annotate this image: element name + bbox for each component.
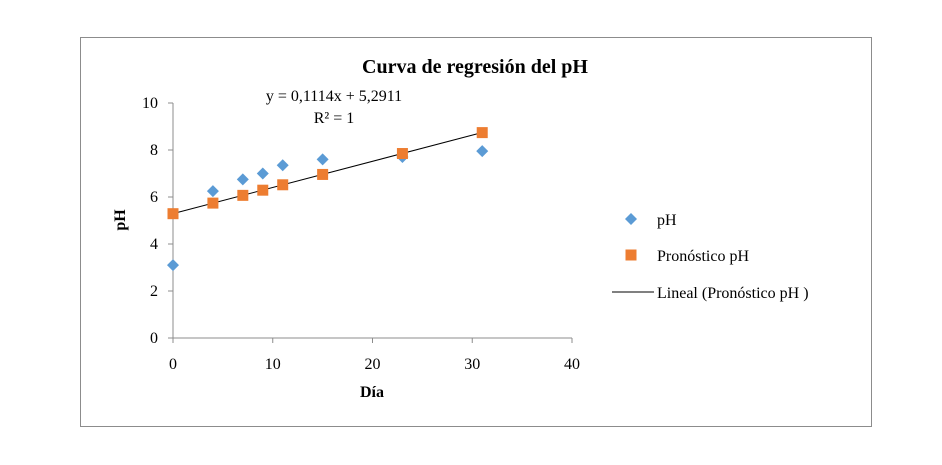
pronostico-point [277,179,289,191]
y-tick-label: 4 [150,236,158,253]
ph-point [276,159,289,172]
x-tick-label: 0 [169,356,177,373]
x-tick-label: 30 [464,356,480,373]
trendline-equation: y = 0,1114x + 5,2911 [266,88,402,105]
ph-point [167,259,179,272]
pronostico-point [257,184,269,196]
plot-area: 0 2 4 6 8 10 0 10 20 30 40 [142,95,580,373]
legend-trendline-label: Lineal (Pronóstico pH ) [657,285,809,302]
y-axis-title: pH [112,209,129,231]
y-tick-label: 8 [150,142,158,159]
y-tick-label: 6 [150,189,158,206]
y-tick-label: 10 [142,95,158,112]
chart-frame [80,37,872,427]
pronostico-point [207,197,219,209]
trendline-r2: R² = 1 [314,110,355,127]
ph-point [206,185,219,198]
ph-point [316,153,329,166]
pronostico-point [396,148,408,160]
y-tick-label: 2 [150,283,158,300]
legend-pronostico-label: Pronóstico pH [657,248,749,265]
x-tick-label: 40 [564,356,580,373]
x-tick-label: 10 [265,356,281,373]
pronostico-point [317,168,329,180]
ph-point [236,173,249,186]
pronostico-point [476,127,488,139]
legend: pH Pronóstico pH Lineal (Pronóstico pH ) [612,212,809,302]
x-tick-label: 20 [365,356,381,373]
ph-point [476,145,489,158]
ph-point [256,167,269,180]
pronostico-point [237,189,249,201]
legend-pronostico-marker [625,249,637,261]
legend-ph-marker [625,213,637,225]
pronostico-point [167,208,179,220]
y-tick-label: 0 [150,330,158,347]
chart-title: Curva de regresión del pH [362,56,588,78]
x-axis-title: Día [360,384,384,401]
legend-ph-label: pH [657,212,677,229]
